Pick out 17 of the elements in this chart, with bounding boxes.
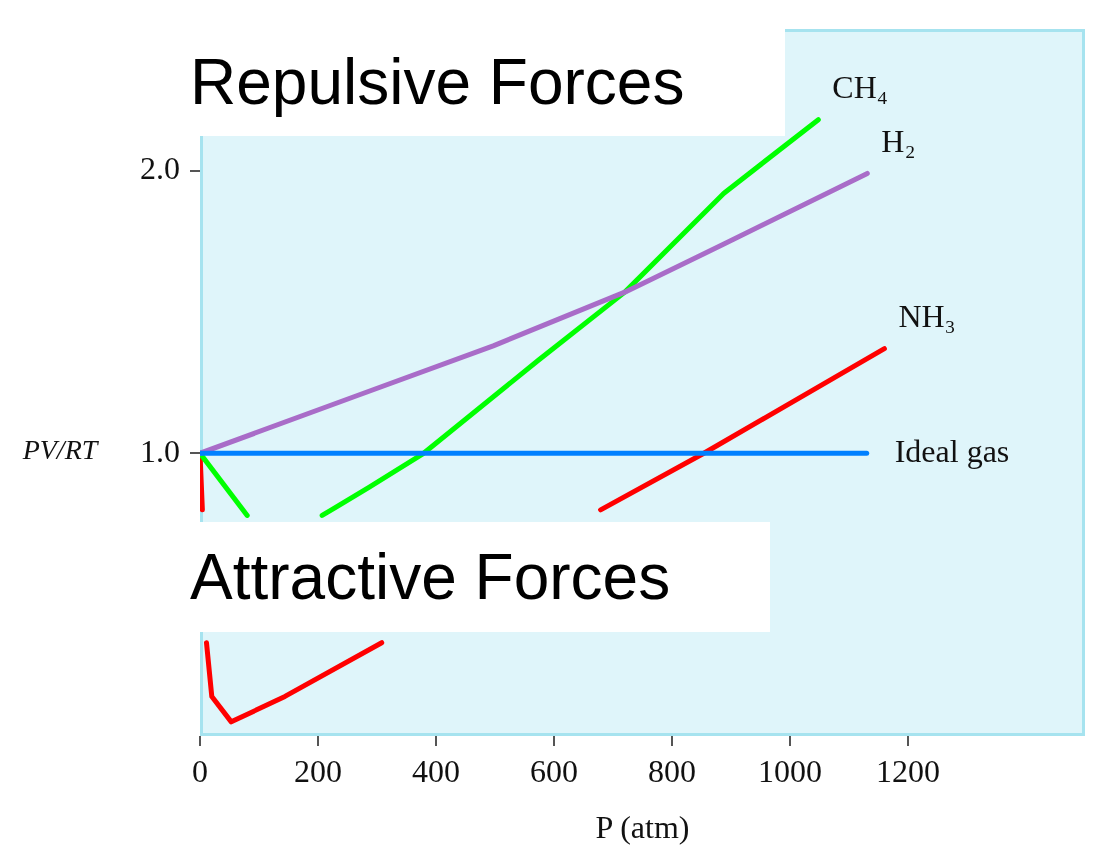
y-axis-title: PV/RT [21, 434, 100, 466]
series-label: CH₄ [832, 69, 888, 106]
series-label: Ideal gas [894, 432, 1010, 469]
annotation: Attractive Forces [178, 522, 770, 632]
annotation: Repulsive Forces [178, 28, 785, 136]
series-label: NH₃ [898, 298, 956, 335]
x-tick-label: 0 [192, 752, 208, 789]
x-tick-label: 1000 [758, 752, 822, 789]
x-tick-label: 200 [294, 752, 342, 789]
y-tick-label: 2.0 [140, 149, 180, 186]
x-tick-label: 600 [530, 752, 578, 789]
y-tick-label: 1.0 [140, 432, 180, 469]
x-tick-label: 800 [648, 752, 696, 789]
x-axis-title: P (atm) [595, 809, 690, 846]
series-label: H₂ [881, 122, 916, 159]
x-tick-label: 400 [412, 752, 460, 789]
x-tick-label: 1200 [876, 752, 940, 789]
